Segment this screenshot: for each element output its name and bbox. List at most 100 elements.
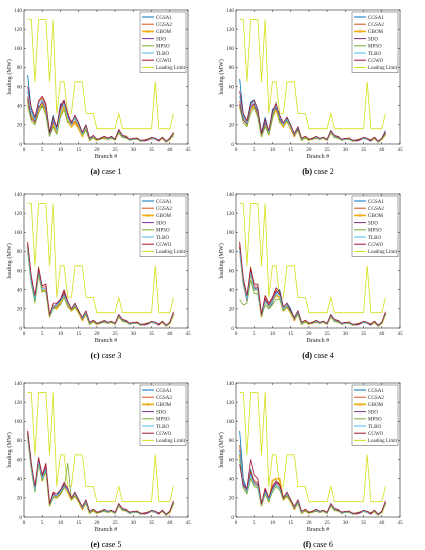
legend-entry: Loading Limit xyxy=(156,250,186,255)
y-tick-label: 0 xyxy=(231,326,234,332)
y-tick-label: 60 xyxy=(17,84,23,90)
y-tick-label: 20 xyxy=(17,123,23,129)
legend-entry: CGSA2 xyxy=(156,207,172,212)
x-tick-label: 40 xyxy=(167,520,173,526)
series-line-loading-limit xyxy=(239,19,386,130)
y-tick-label: 20 xyxy=(229,123,235,129)
legend-box xyxy=(351,384,399,446)
x-tick-label: 10 xyxy=(58,520,64,526)
x-tick-label: 0 xyxy=(23,331,26,337)
series-point-gbom xyxy=(74,122,76,124)
x-tick-label: 20 xyxy=(306,147,312,153)
x-tick-label: 20 xyxy=(94,520,100,526)
legend-marker xyxy=(146,403,150,406)
legend-entry: MPSO xyxy=(368,418,382,423)
x-tick-label: 5 xyxy=(253,520,256,526)
series-line-loading-limit xyxy=(27,203,174,314)
legend-entry: CGWO xyxy=(368,59,384,64)
legend-entry: CGWO xyxy=(156,59,172,64)
x-tick-label: 35 xyxy=(361,520,367,526)
x-tick-label: 45 xyxy=(185,147,191,153)
legend-entry: CGSA1 xyxy=(368,389,384,394)
legend-entry: CGSA1 xyxy=(156,389,172,394)
y-tick-label: 40 xyxy=(229,288,235,294)
caption-label: (c) xyxy=(91,351,100,360)
y-tick-label: 100 xyxy=(226,230,234,236)
y-tick-label: 80 xyxy=(229,438,235,444)
y-tick-label: 100 xyxy=(14,419,22,425)
legend-entry: GBOM xyxy=(156,403,172,408)
x-tick-label: 15 xyxy=(288,331,294,337)
x-tick-label: 35 xyxy=(361,147,367,153)
y-tick-label: 80 xyxy=(17,65,23,71)
y-tick-label: 60 xyxy=(229,84,235,90)
caption-label: (b) xyxy=(302,167,312,176)
x-tick-label: 0 xyxy=(23,147,26,153)
x-tick-label: 30 xyxy=(131,147,137,153)
caption-text-value: case 2 xyxy=(314,167,334,176)
series-point-gbom xyxy=(81,508,84,511)
x-tick-label: 20 xyxy=(306,331,312,337)
x-tick-label: 15 xyxy=(288,520,294,526)
x-axis-label: Branch # xyxy=(307,337,330,344)
y-tick-label: 20 xyxy=(229,307,235,313)
series-point-gbom xyxy=(81,319,84,322)
x-tick-label: 15 xyxy=(76,147,82,153)
y-axis-label: loading (MW) xyxy=(6,432,13,468)
y-tick-label: 0 xyxy=(19,142,22,148)
x-tick-label: 30 xyxy=(343,520,349,526)
legend-entry: GBOM xyxy=(156,30,172,35)
legend-entry: SDO xyxy=(368,221,378,226)
y-tick-label: 120 xyxy=(14,400,22,406)
y-tick-label: 140 xyxy=(226,192,234,198)
series-line-loading-limit xyxy=(239,392,386,503)
legend-entry: MPSO xyxy=(156,45,170,50)
chart-panel-case-5: 0 5 10 15 20 25 30 35 40 45 0 20 40 60 80 100 120 140 Bran… xyxy=(6,381,191,549)
legend-entry: MPSO xyxy=(156,229,170,234)
x-tick-label: 15 xyxy=(76,331,82,337)
legend: CGSA1 CGSA2 GBOM SDO MPSO TLBO CGWO Loading Lim… xyxy=(351,11,399,73)
series-line-cgwo xyxy=(27,430,174,515)
x-tick-label: 0 xyxy=(23,520,26,526)
legend-entry: CGSA2 xyxy=(156,23,172,28)
legend-entry: CGSA2 xyxy=(368,207,384,212)
x-tick-label: 45 xyxy=(185,520,191,526)
y-tick-label: 0 xyxy=(231,142,234,148)
legend-box xyxy=(139,195,187,257)
x-axis-label: Branch # xyxy=(307,526,330,533)
legend-entry: CGSA1 xyxy=(368,16,384,21)
series-line-loading-limit xyxy=(239,203,386,314)
x-axis-label: Branch # xyxy=(95,526,118,533)
x-tick-label: 40 xyxy=(167,331,173,337)
legend-entry: TLBO xyxy=(156,425,169,430)
y-tick-label: 0 xyxy=(231,515,234,521)
series-line-loading-limit xyxy=(27,19,174,130)
legend-entry: SDO xyxy=(156,410,166,415)
y-tick-label: 120 xyxy=(226,27,234,33)
x-tick-label: 30 xyxy=(131,331,137,337)
y-tick-label: 80 xyxy=(229,249,235,255)
y-axis-label: loading (MW) xyxy=(6,59,13,95)
legend-entry: CGSA2 xyxy=(368,23,384,28)
x-tick-label: 10 xyxy=(270,147,276,153)
y-tick-label: 80 xyxy=(17,438,23,444)
legend: CGSA1 CGSA2 GBOM SDO MPSO TLBO CGWO Loading Lim… xyxy=(139,384,187,446)
legend-entry: CGWO xyxy=(368,243,384,248)
caption-label: (f) xyxy=(303,540,311,549)
x-tick-label: 40 xyxy=(379,520,385,526)
x-tick-label: 25 xyxy=(113,520,119,526)
y-tick-label: 100 xyxy=(14,46,22,52)
x-tick-label: 25 xyxy=(325,331,331,337)
chart-panel-case-1: 0 5 10 15 20 25 30 35 40 45 0 20 40 60 80 100 120 140 Bran… xyxy=(6,8,191,176)
y-tick-label: 20 xyxy=(17,496,23,502)
y-tick-label: 40 xyxy=(17,104,23,110)
legend-entry: MPSO xyxy=(368,45,382,50)
legend-marker xyxy=(358,403,362,406)
y-tick-label: 40 xyxy=(229,477,235,483)
x-axis-label: Branch # xyxy=(95,153,118,160)
x-tick-label: 5 xyxy=(41,331,44,337)
y-tick-label: 60 xyxy=(17,457,23,463)
y-tick-label: 60 xyxy=(229,457,235,463)
x-tick-label: 45 xyxy=(397,520,403,526)
y-tick-label: 40 xyxy=(17,477,23,483)
